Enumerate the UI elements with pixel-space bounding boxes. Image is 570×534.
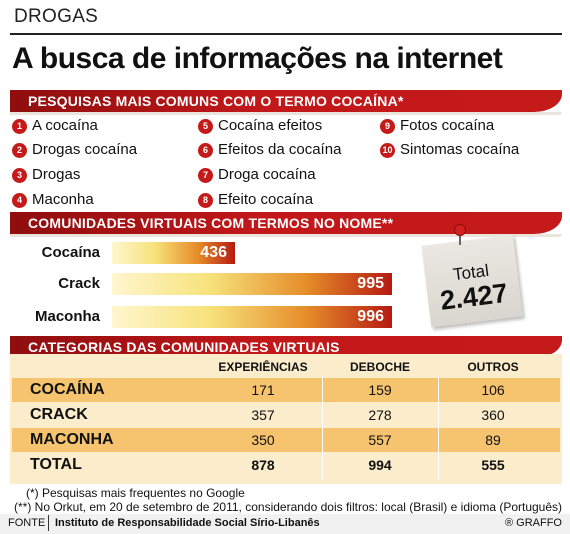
graphic-credit: ® GRAFFO: [505, 517, 562, 529]
bar-maconha: 996: [112, 306, 392, 328]
rank-badge: 4: [12, 193, 27, 208]
search-term-label: Efeito cocaína: [218, 191, 314, 208]
bar-category-label: Maconha: [34, 308, 100, 325]
column-separator: [322, 376, 323, 480]
search-term-item: 2 Drogas cocaína: [12, 141, 137, 158]
table-row-label: TOTAL: [30, 456, 82, 473]
search-term-item: 7 Droga cocaína: [198, 166, 316, 183]
table-cell: 555: [481, 457, 505, 473]
search-term-label: Fotos cocaína: [400, 117, 495, 134]
table-cell: 878: [251, 457, 275, 473]
search-section-band: PESQUISAS MAIS COMUNS COM O TERMO COCAÍN…: [10, 90, 562, 116]
rank-badge: 8: [198, 193, 213, 208]
bar-crack: 995: [112, 273, 392, 295]
source-text: Instituto de Responsabilidade Social Sír…: [55, 517, 320, 529]
rank-badge: 7: [198, 168, 213, 183]
communities-section-title: COMUNIDADES VIRTUAIS COM TERMOS NO NOME*…: [28, 215, 394, 231]
rank-badge: 6: [198, 143, 213, 158]
column-separator: [438, 376, 439, 480]
search-term-label: Drogas: [32, 166, 81, 183]
table-cell: 557: [368, 432, 392, 448]
footnote-orkut: (**) No Orkut, em 20 de setembro de 2011…: [14, 500, 563, 514]
table-cell: 159: [368, 382, 392, 398]
bar-value-label: 996: [357, 308, 384, 325]
table-cell: 360: [481, 407, 505, 423]
footnote-search: (*) Pesquisas mais frequentes no Google: [26, 486, 245, 500]
table-cell: 89: [485, 432, 501, 448]
pin-needle: [459, 234, 461, 245]
search-term-label: Sintomas cocaína: [400, 141, 520, 158]
search-term-item: 6 Efeitos da cocaína: [198, 141, 341, 158]
table-row-label: COCAÍNA: [30, 381, 105, 398]
categories-section-title: CATEGORIAS DAS COMUNIDADES VIRTUAIS: [28, 339, 340, 355]
table-column-header: EXPERIÊNCIAS: [218, 360, 308, 374]
source-separator: [48, 515, 49, 531]
table-row-highlight: [12, 428, 560, 452]
table-cell: 106: [481, 382, 505, 398]
bar-value-label: 995: [357, 275, 384, 292]
table-row-label: CRACK: [30, 406, 88, 423]
source-label: FONTE: [8, 517, 46, 529]
rank-badge: 10: [380, 143, 395, 158]
search-term-label: Cocaína efeitos: [218, 117, 323, 134]
section-kicker: DROGAS: [14, 6, 99, 27]
search-term-label: Droga cocaína: [218, 166, 316, 183]
bar-value-label: 436: [200, 244, 227, 261]
header-rule: [10, 33, 562, 35]
table-cell: 278: [368, 407, 392, 423]
pushpin-icon: [454, 224, 466, 236]
rank-badge: 1: [12, 119, 27, 134]
rank-badge: 9: [380, 119, 395, 134]
categories-table: [10, 354, 562, 484]
search-term-item: 8 Efeito cocaína: [198, 191, 313, 208]
bar-category-label: Cocaína: [41, 244, 100, 261]
search-term-item: 3 Drogas: [12, 166, 80, 183]
communities-section-band: COMUNIDADES VIRTUAIS COM TERMOS NO NOME*…: [10, 212, 562, 238]
rank-badge: 2: [12, 143, 27, 158]
search-section-title: PESQUISAS MAIS COMUNS COM O TERMO COCAÍN…: [28, 93, 404, 109]
table-cell: 357: [251, 407, 275, 423]
table-row-highlight: [12, 378, 560, 402]
table-cell: 350: [251, 432, 275, 448]
search-term-item: 9 Fotos cocaína: [380, 117, 494, 134]
rank-badge: 3: [12, 168, 27, 183]
table-column-header: DEBOCHE: [349, 360, 410, 374]
search-term-label: Efeitos da cocaína: [218, 141, 342, 158]
table-row-label: MACONHA: [30, 431, 114, 448]
search-term-label: A cocaína: [32, 117, 98, 134]
rank-badge: 5: [198, 119, 213, 134]
search-term-label: Maconha: [32, 191, 94, 208]
search-term-label: Drogas cocaína: [32, 141, 138, 158]
table-column-header: OUTROS: [467, 360, 519, 374]
source-bar: [0, 514, 570, 534]
page-title: A busca de informações na internet: [12, 42, 503, 75]
table-cell: 994: [368, 457, 392, 473]
bar-category-label: Crack: [58, 275, 100, 292]
table-cell: 171: [251, 382, 275, 398]
total-note: Total 2.427: [421, 234, 523, 328]
search-term-item: 5 Cocaína efeitos: [198, 117, 322, 134]
search-term-item: 4 Maconha: [12, 191, 94, 208]
search-term-item: 1 A cocaína: [12, 117, 98, 134]
bar-cocaína: 436: [112, 242, 235, 264]
search-term-item: 10 Sintomas cocaína: [380, 141, 519, 158]
